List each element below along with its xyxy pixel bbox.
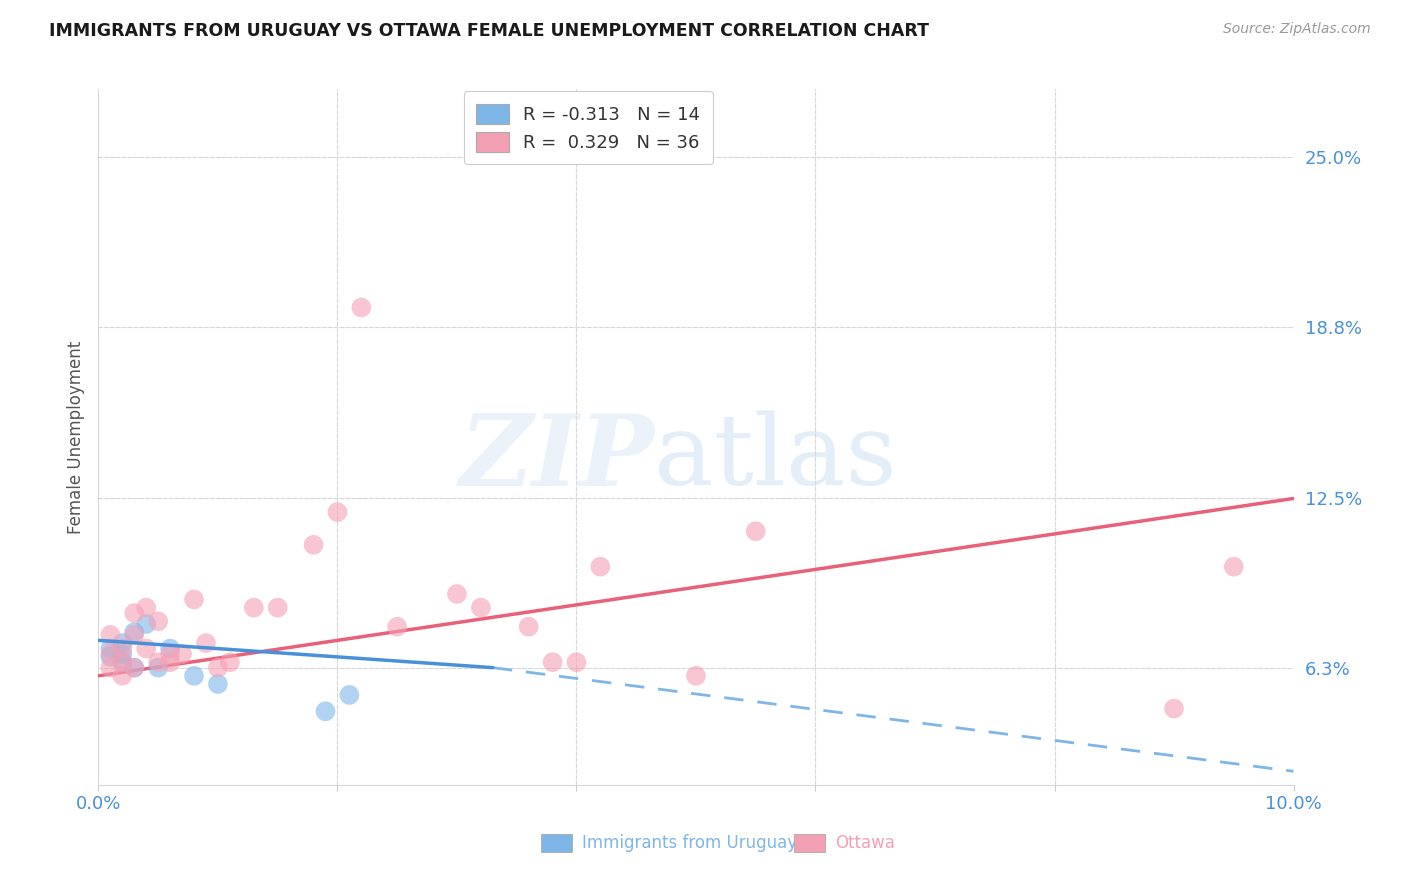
- Point: [100, 647, 122, 661]
- Point: [315, 704, 337, 718]
- Point: [111, 647, 134, 661]
- Point: [541, 655, 564, 669]
- Point: [159, 641, 181, 656]
- Point: [111, 655, 134, 669]
- Point: [148, 660, 170, 674]
- Point: [302, 538, 325, 552]
- Point: [446, 587, 468, 601]
- Point: [111, 655, 134, 669]
- Point: [243, 600, 266, 615]
- Point: [148, 655, 170, 669]
- Point: [111, 641, 134, 656]
- Point: [100, 628, 122, 642]
- Point: [111, 669, 134, 683]
- Point: [135, 617, 157, 632]
- Text: ZIP: ZIP: [460, 409, 654, 506]
- Point: [124, 660, 146, 674]
- Point: [565, 655, 588, 669]
- Point: [135, 600, 157, 615]
- Text: Source: ZipAtlas.com: Source: ZipAtlas.com: [1223, 22, 1371, 37]
- Point: [172, 647, 194, 661]
- Point: [148, 614, 170, 628]
- Point: [385, 620, 409, 634]
- Point: [470, 600, 492, 615]
- Point: [183, 592, 205, 607]
- Y-axis label: Female Unemployment: Female Unemployment: [66, 341, 84, 533]
- Text: IMMIGRANTS FROM URUGUAY VS OTTAWA FEMALE UNEMPLOYMENT CORRELATION CHART: IMMIGRANTS FROM URUGUAY VS OTTAWA FEMALE…: [49, 22, 929, 40]
- Point: [135, 641, 157, 656]
- Point: [195, 636, 218, 650]
- Point: [124, 625, 146, 640]
- Point: [207, 660, 229, 674]
- Point: [339, 688, 360, 702]
- Point: [124, 628, 146, 642]
- Point: [1163, 701, 1185, 715]
- Text: Immigrants from Uruguay: Immigrants from Uruguay: [582, 834, 797, 852]
- Point: [267, 600, 290, 615]
- Point: [207, 677, 229, 691]
- Legend: R = -0.313   N = 14, R =  0.329   N = 36: R = -0.313 N = 14, R = 0.329 N = 36: [464, 91, 713, 164]
- Point: [589, 559, 612, 574]
- Point: [124, 660, 146, 674]
- Point: [517, 620, 540, 634]
- Text: Ottawa: Ottawa: [835, 834, 896, 852]
- Point: [745, 524, 768, 539]
- Point: [1223, 559, 1246, 574]
- Text: atlas: atlas: [654, 410, 897, 506]
- Point: [326, 505, 349, 519]
- Point: [100, 641, 122, 656]
- Point: [219, 655, 242, 669]
- Point: [111, 636, 134, 650]
- Point: [183, 669, 205, 683]
- Point: [685, 669, 707, 683]
- Point: [100, 660, 122, 674]
- Point: [124, 606, 146, 620]
- Point: [100, 649, 122, 664]
- Point: [159, 655, 181, 669]
- Point: [159, 647, 181, 661]
- Point: [350, 301, 373, 315]
